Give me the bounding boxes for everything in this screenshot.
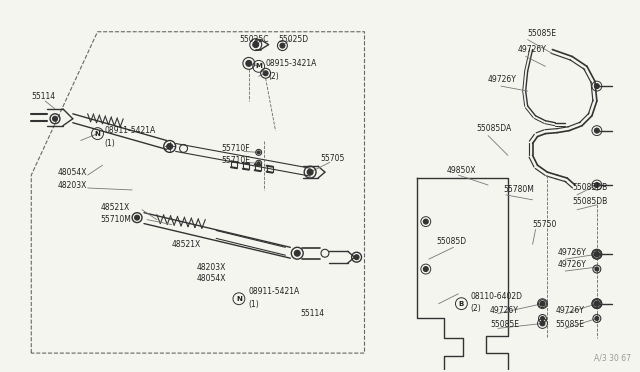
Text: 55085E: 55085E [527, 29, 557, 38]
Text: 49726Y: 49726Y [488, 75, 517, 84]
Circle shape [541, 302, 545, 306]
Circle shape [540, 321, 545, 326]
Circle shape [263, 71, 268, 76]
Circle shape [253, 42, 259, 48]
Circle shape [540, 301, 545, 306]
Circle shape [595, 267, 599, 271]
Text: 55710F: 55710F [221, 144, 250, 153]
Text: 55085E: 55085E [556, 320, 584, 329]
Text: 55710M: 55710M [100, 215, 131, 224]
Text: (1): (1) [104, 139, 115, 148]
Text: 55114: 55114 [300, 309, 324, 318]
Circle shape [423, 219, 428, 224]
Text: (2): (2) [470, 304, 481, 313]
Text: 48521X: 48521X [172, 240, 201, 249]
Circle shape [307, 169, 313, 175]
Text: 55750: 55750 [532, 220, 557, 229]
Text: 48203X: 48203X [196, 263, 226, 272]
Text: A/3 30 67: A/3 30 67 [595, 353, 632, 362]
Text: B: B [459, 301, 464, 307]
Circle shape [595, 252, 599, 256]
Text: 55085D: 55085D [436, 237, 467, 246]
Text: 55085DB: 55085DB [572, 197, 607, 206]
Text: 55114: 55114 [31, 92, 56, 100]
Circle shape [167, 144, 173, 150]
Text: N: N [236, 296, 242, 302]
Circle shape [541, 317, 545, 320]
Circle shape [294, 250, 300, 256]
Text: 55705: 55705 [320, 154, 344, 163]
Text: 48054X: 48054X [196, 275, 226, 283]
Text: 08915-3421A: 08915-3421A [266, 59, 317, 68]
Text: 55085E: 55085E [490, 320, 519, 329]
Text: 08911-5421A: 08911-5421A [249, 287, 300, 296]
Text: (1): (1) [249, 300, 260, 309]
Circle shape [595, 128, 599, 133]
Text: 08911-5421A: 08911-5421A [104, 126, 156, 135]
Text: 49726Y: 49726Y [557, 248, 586, 257]
Text: 49726Y: 49726Y [556, 306, 584, 315]
Circle shape [595, 301, 599, 306]
Text: M: M [255, 63, 262, 69]
Circle shape [595, 252, 599, 257]
Text: 49726Y: 49726Y [518, 45, 547, 54]
Text: 55780M: 55780M [503, 186, 534, 195]
Text: 55025C: 55025C [239, 35, 268, 44]
Text: 55085DA: 55085DA [476, 124, 511, 133]
Circle shape [595, 183, 599, 187]
Circle shape [257, 151, 260, 154]
Text: 08110-6402D: 08110-6402D [470, 292, 522, 301]
Text: 55085DB: 55085DB [572, 183, 607, 192]
Text: N: N [95, 131, 100, 137]
Text: 49726Y: 49726Y [490, 306, 519, 315]
Text: 49850X: 49850X [447, 166, 476, 175]
Circle shape [595, 301, 599, 306]
Circle shape [423, 267, 428, 272]
Circle shape [257, 162, 260, 165]
Text: 55710E: 55710E [221, 156, 250, 165]
Circle shape [246, 60, 252, 66]
Text: 49726Y: 49726Y [557, 260, 586, 269]
Circle shape [595, 252, 599, 257]
Circle shape [595, 302, 599, 306]
Text: 48054X: 48054X [58, 168, 88, 177]
Circle shape [595, 84, 599, 89]
Circle shape [595, 317, 599, 320]
Text: (2): (2) [269, 72, 279, 81]
Text: 48203X: 48203X [58, 180, 87, 189]
Circle shape [134, 215, 140, 220]
Circle shape [52, 116, 58, 121]
Circle shape [280, 43, 285, 48]
Text: 55025D: 55025D [278, 35, 308, 44]
Text: 48521X: 48521X [100, 203, 130, 212]
Circle shape [354, 255, 359, 260]
